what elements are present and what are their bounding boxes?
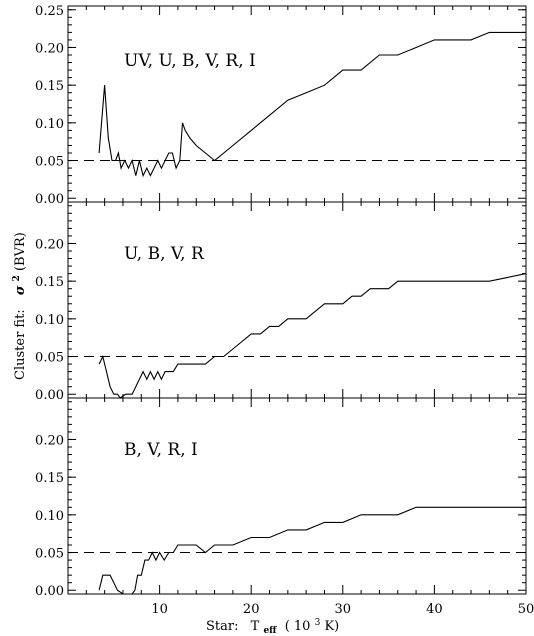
y-tick-label-bottom: 0.10 bbox=[35, 509, 64, 524]
y-tick-label-top: 0.25 bbox=[35, 4, 64, 19]
y-axis-label-sup: 2 bbox=[12, 275, 22, 281]
x-tick-label: 10 bbox=[151, 602, 168, 617]
panel-bottom-label: B, V, R, I bbox=[124, 440, 198, 460]
y-tick-label-bottom: 0.15 bbox=[35, 471, 64, 486]
x-axis-label-main: T bbox=[251, 619, 260, 634]
panel-top-label: UV, U, B, V, R, I bbox=[124, 51, 256, 71]
y-tick-label-bottom: 0.05 bbox=[35, 547, 64, 562]
y-axis-label: Cluster fit: σ 2 (BVR) bbox=[8, 232, 28, 380]
y-axis-label-suffix: (BVR) bbox=[13, 232, 28, 271]
y-tick-label-middle: 0.15 bbox=[35, 275, 64, 290]
series-line-bottom bbox=[98, 506, 526, 595]
y-tick-label-middle: 0.00 bbox=[35, 388, 64, 403]
y-tick-label-top: 0.15 bbox=[35, 79, 64, 94]
y-tick-label-top: 0.10 bbox=[35, 117, 64, 132]
x-axis-label-paren-open: ( 10 bbox=[285, 619, 311, 634]
y-tick-label-middle: 0.20 bbox=[35, 237, 64, 252]
y-tick-label-top: 0.00 bbox=[35, 192, 64, 207]
panel-middle-frame bbox=[67, 201, 527, 399]
y-tick-label-top: 0.20 bbox=[35, 41, 64, 56]
x-axis-label-sup: 3 bbox=[315, 618, 321, 628]
x-tick-label: 40 bbox=[426, 602, 443, 617]
x-axis-label-paren-close: K) bbox=[324, 619, 339, 634]
panel-bottom-frame bbox=[67, 397, 527, 595]
y-tick-label-middle: 0.05 bbox=[35, 351, 64, 366]
x-axis-label-sub: eff bbox=[263, 626, 277, 636]
x-tick-label: 30 bbox=[335, 602, 352, 617]
x-axis-label: Star: T eff ( 10 3 K) bbox=[206, 614, 339, 636]
series-line-top bbox=[98, 31, 526, 178]
y-tick-label-bottom: 0.20 bbox=[35, 433, 64, 448]
x-tick-label: 50 bbox=[518, 602, 534, 617]
x-tick-label: 20 bbox=[243, 602, 260, 617]
series-line-middle bbox=[98, 273, 527, 399]
panel-middle-label: U, B, V, R bbox=[124, 244, 205, 264]
y-tick-label-middle: 0.10 bbox=[35, 313, 64, 328]
y-axis-label-sigma: σ bbox=[13, 285, 28, 295]
y-axis-label-prefix: Cluster fit: bbox=[13, 309, 28, 380]
x-axis-label-prefix: Star: bbox=[206, 619, 238, 634]
y-tick-label-bottom: 0.00 bbox=[35, 584, 64, 599]
y-tick-label-top: 0.05 bbox=[35, 155, 64, 170]
